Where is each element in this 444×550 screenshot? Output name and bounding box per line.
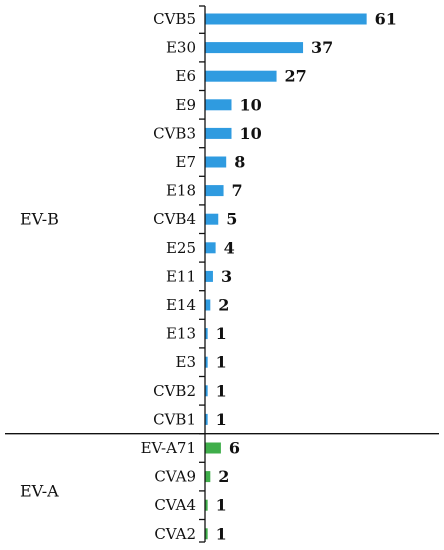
data-label: 27 — [285, 67, 307, 86]
data-label: 10 — [240, 124, 262, 143]
bar — [205, 413, 208, 425]
category-label: E7 — [176, 153, 197, 171]
category-label: CVB4 — [153, 210, 196, 228]
bar — [205, 356, 208, 368]
category-label: CVB2 — [153, 382, 196, 400]
category-label: E25 — [166, 239, 196, 257]
bar — [205, 328, 208, 340]
category-label: E18 — [166, 182, 196, 200]
data-label: 1 — [216, 324, 227, 343]
category-label: CVA4 — [154, 496, 196, 514]
category-label: E30 — [166, 39, 196, 57]
bar — [205, 442, 221, 454]
category-label: EV-A71 — [141, 439, 196, 457]
category-label: CVB5 — [153, 10, 196, 28]
category-label: E14 — [166, 296, 196, 314]
category-label: E9 — [176, 96, 197, 114]
data-label: 61 — [375, 10, 397, 29]
bar — [205, 99, 232, 111]
bar — [205, 156, 227, 168]
bar — [205, 528, 208, 540]
category-label: E13 — [166, 325, 196, 343]
bar — [205, 70, 277, 82]
category-label: E6 — [176, 67, 197, 85]
category-label: CVB3 — [153, 124, 196, 142]
data-label: 8 — [234, 153, 245, 172]
data-label: 6 — [229, 439, 240, 458]
group-label: EV-A — [20, 481, 59, 500]
data-label: 2 — [218, 467, 229, 486]
bar — [205, 127, 232, 139]
bar — [205, 299, 211, 311]
bar — [205, 270, 213, 282]
bar — [205, 242, 216, 254]
bar — [205, 471, 211, 483]
group-label: EV-B — [20, 210, 59, 229]
bar — [205, 185, 224, 197]
data-label: 4 — [224, 238, 235, 257]
data-label: 5 — [226, 210, 237, 229]
data-label: 2 — [218, 296, 229, 315]
category-label: E3 — [176, 353, 197, 371]
data-label: 1 — [216, 353, 227, 372]
data-label: 1 — [216, 524, 227, 543]
data-label: 3 — [221, 267, 232, 286]
category-label: CVA9 — [154, 468, 196, 486]
data-label: 1 — [216, 410, 227, 429]
data-label: 37 — [311, 38, 333, 57]
bar — [205, 213, 219, 225]
category-label: E11 — [166, 267, 196, 285]
data-label: 7 — [232, 181, 243, 200]
category-label: CVA2 — [154, 525, 196, 543]
category-label: CVB1 — [153, 410, 196, 428]
bar — [205, 499, 208, 511]
bar — [205, 385, 208, 397]
bar — [205, 42, 304, 54]
data-label: 1 — [216, 496, 227, 515]
axis-layer — [5, 5, 439, 543]
bar — [205, 13, 367, 25]
data-label: 1 — [216, 381, 227, 400]
data-label: 10 — [240, 95, 262, 114]
bars-layer — [205, 13, 367, 540]
